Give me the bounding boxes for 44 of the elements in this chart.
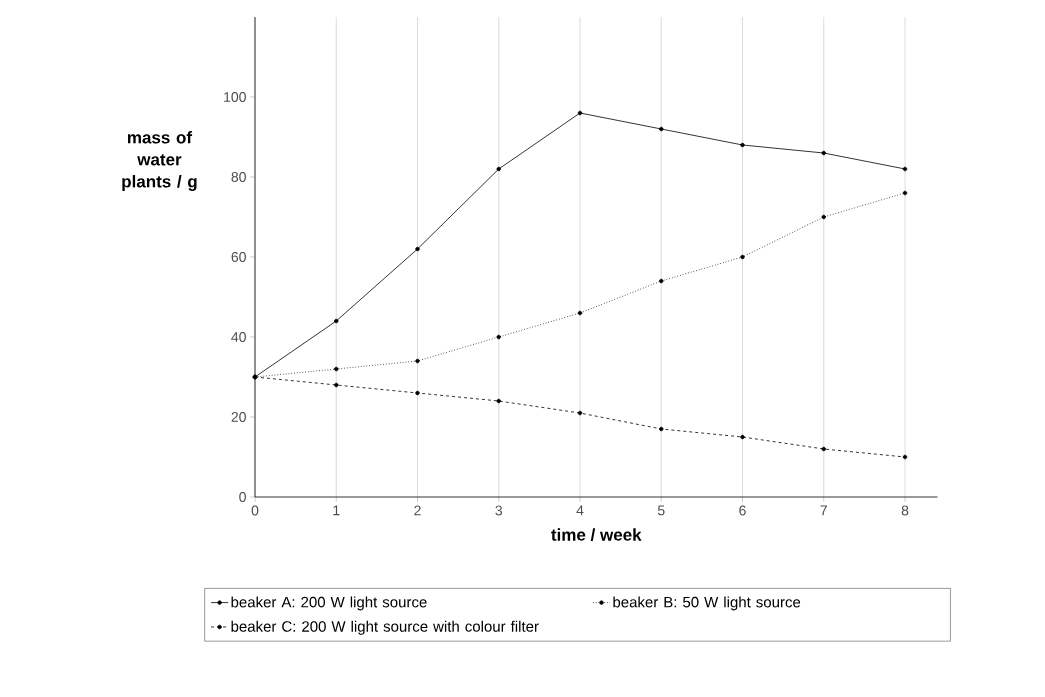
point [334, 318, 339, 324]
point [415, 358, 420, 364]
y-tick-label: 20 [231, 412, 246, 422]
point [821, 446, 826, 452]
point [577, 310, 583, 316]
point [577, 110, 583, 116]
x-tick-label: 5 [657, 505, 665, 516]
point [821, 150, 826, 156]
x-tick-label: 2 [414, 505, 421, 516]
point [821, 214, 826, 220]
y-tick-label: 0 [239, 492, 246, 502]
point [334, 366, 339, 372]
point [659, 278, 664, 284]
point [902, 166, 908, 172]
x-tick-label: 3 [495, 505, 503, 516]
point [496, 166, 501, 172]
point [740, 142, 745, 148]
x-tick-label: 6 [739, 505, 746, 516]
point [415, 246, 420, 252]
point [740, 254, 745, 260]
y-axis-title: mass of water plants / g [122, 131, 197, 191]
x-tick-label: 8 [901, 505, 909, 516]
point [496, 334, 501, 340]
point [902, 454, 908, 460]
point [659, 426, 664, 432]
legend-label: beaker B: 50 W light source [613, 596, 801, 611]
point [334, 382, 339, 388]
point [659, 126, 664, 132]
x-tick-label: 4 [576, 505, 584, 516]
x-tick-label: 1 [333, 505, 340, 516]
point [577, 410, 583, 416]
point [496, 398, 501, 404]
legend-label: beaker A: 200 W light source [231, 596, 427, 611]
x-tick-label: 7 [820, 505, 827, 516]
y-tick-label: 80 [231, 172, 246, 182]
y-tick-label: 40 [231, 332, 246, 342]
point [740, 434, 745, 440]
x-axis-title: time / week [551, 528, 642, 541]
legend-label: beaker C: 200 W light source with colour filter [231, 620, 539, 635]
point [415, 390, 420, 396]
y-tick-label: 100 [224, 92, 246, 102]
x-tick-label: 0 [251, 505, 259, 516]
point [902, 190, 908, 196]
y-tick-label: 60 [231, 252, 246, 262]
